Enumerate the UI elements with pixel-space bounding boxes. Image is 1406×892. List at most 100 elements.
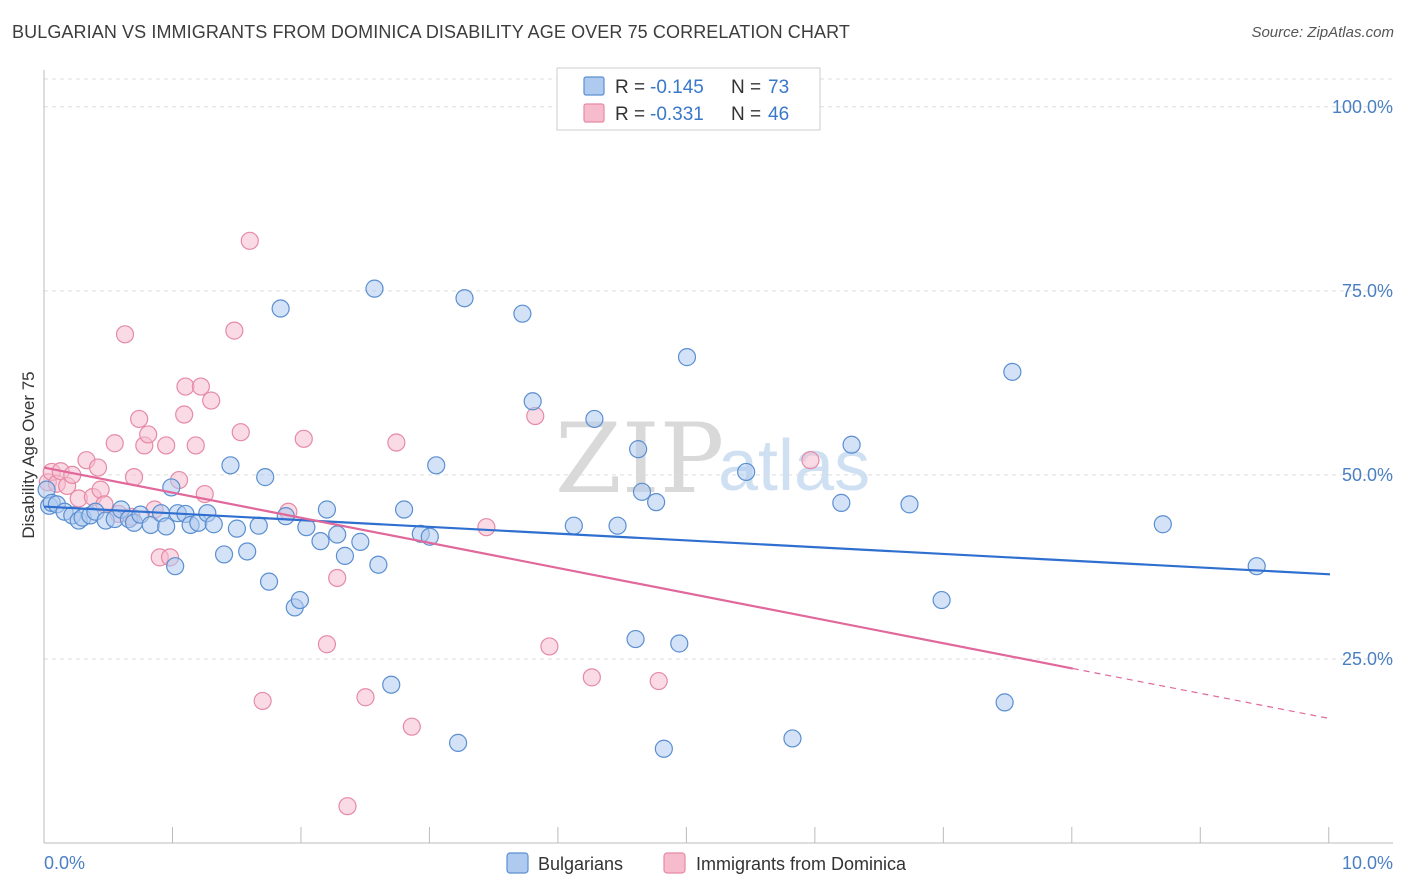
y-tick-label-50: 50.0% [1342,465,1393,485]
dominica-point [801,451,820,470]
dominica-point [317,635,337,654]
x-tick-labels: 0.0% 10.0% [44,853,1393,873]
bulgarian-point [1153,515,1172,534]
bulgarian-point [626,629,645,649]
bulgarian-point [214,545,234,564]
bulgarian-point [900,495,919,514]
y-tick-label-75: 75.0% [1342,281,1393,301]
dominica-point [402,717,421,736]
bulgarian-point [832,493,851,512]
bulgarian-point [564,516,583,535]
dominica-point [130,409,149,429]
dominica-trend-line [43,466,1074,670]
dominica-point [139,425,158,444]
legend-swatch-bulgarians [506,852,529,874]
source-label: Source: ZipAtlas.com [1251,24,1394,41]
chart-title: BULGARIAN VS IMMIGRANTS FROM DOMINICA DI… [12,22,850,42]
bulgarian-point [369,555,388,574]
legend-swatch-dominica [663,852,686,874]
legend-n-value-blue: 73 [768,77,789,98]
dominica-point [540,637,559,656]
x-tick-label-max: 10.0% [1342,853,1393,873]
legend-r-value-blue: -0.145 [650,77,704,98]
bulgarian-point [256,468,275,487]
legend-r-label: R = [615,77,645,98]
dominica-point [253,691,272,711]
axes [43,70,1393,844]
correlation-legend: R = -0.145 N = 73 R = -0.331 N = 46 [556,67,821,131]
dominica-point [88,458,108,477]
dominica-point [240,231,259,250]
trend-lines [43,466,1331,720]
x-tick-label-min: 0.0% [44,853,85,873]
dominica-point [294,429,313,448]
y-tick-labels: 25.0% 50.0% 75.0% 100.0% [1332,97,1393,669]
bulgarian-point [783,729,802,748]
dominica-point [115,325,135,344]
bulgarian-point [513,304,532,323]
y-tick-label-25: 25.0% [1342,649,1393,669]
bulgarian-point [677,348,697,367]
bulgarian-points [37,279,1266,758]
bulgarian-point [647,493,666,512]
bulgarian-trend-line [43,505,1331,576]
bulgarian-point [629,440,648,459]
legend-r-value-pink: -0.331 [650,104,704,125]
legend-n-label: N = [731,104,761,125]
bulgarian-point [670,634,689,653]
bulgarian-point [351,532,370,551]
dominica-trend-extension [1072,667,1331,720]
legend-n-label: N = [731,77,761,98]
bulgarian-point [427,456,446,475]
dominica-point [582,668,601,687]
bulgarian-point [654,739,673,758]
dominica-point [225,321,244,340]
series-legend: Bulgarians Immigrants from Dominica [506,852,907,874]
bulgarian-point [328,525,347,544]
bulgarian-point [227,519,246,538]
grid-lines [44,78,1393,660]
legend-swatch-pink [583,103,605,123]
dominica-point [356,688,375,707]
bulgarian-point [1003,362,1022,381]
bulgarian-point [311,532,330,551]
bulgarian-point [842,435,861,454]
bulgarian-point [394,500,414,519]
dominica-point [191,377,210,396]
bulgarian-point [317,500,337,519]
bulgarian-point [448,733,468,752]
dominica-point [157,436,176,455]
bulgarian-point [290,590,310,610]
dominica-point [526,406,545,426]
legend-swatch-blue [583,76,605,96]
bulgarian-point [238,542,257,561]
bulgarian-point [585,409,604,429]
bulgarian-point [632,482,652,501]
y-axis-title: Disability Age Over 75 [19,371,38,538]
dominica-point [387,433,406,452]
dominica-point [105,434,124,453]
bulgarian-point [157,517,176,536]
dominica-point [202,391,221,410]
dominica-point [186,436,205,455]
legend-label-dominica: Immigrants from Dominica [696,854,907,874]
bulgarian-point [932,590,951,610]
dominica-point [231,423,250,442]
dominica-point [649,671,668,691]
bulgarian-point [523,392,542,411]
bulgarian-point [1247,557,1266,576]
bulgarian-point [204,515,223,534]
legend-n-value-pink: 46 [768,104,789,125]
bulgarian-point [737,462,756,482]
bulgarian-point [382,675,401,694]
bulgarian-point [608,516,627,535]
bulgarian-point [259,572,279,591]
bulgarian-point [995,693,1014,712]
dominica-point [328,568,347,588]
legend-label-bulgarians: Bulgarians [538,854,623,874]
bulgarian-point [271,299,290,318]
dominica-point [338,797,357,816]
bulgarian-point [365,279,384,298]
y-tick-label-100: 100.0% [1332,97,1393,117]
